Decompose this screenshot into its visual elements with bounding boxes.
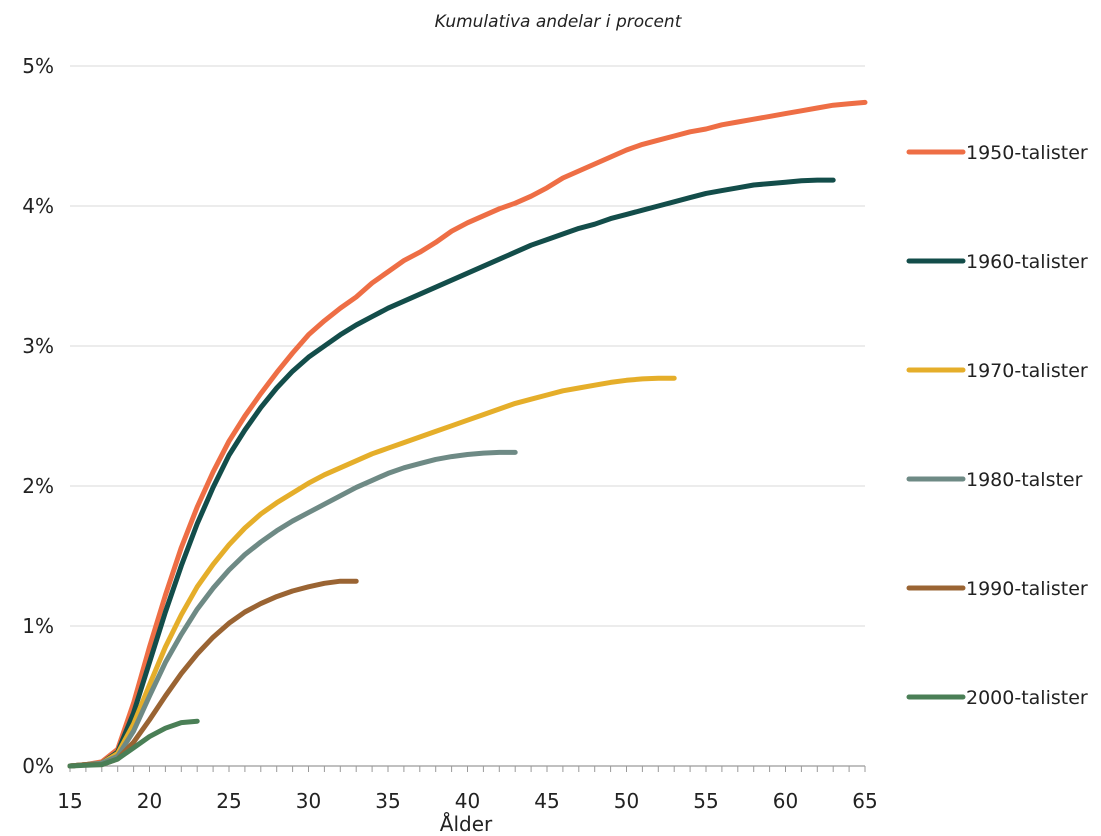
legend-label: 1980-talster: [966, 469, 1083, 491]
x-tick-label: 30: [296, 789, 321, 813]
legend-label: 1970-talister: [966, 360, 1088, 382]
x-tick-label: 45: [534, 789, 559, 813]
x-tick-label: 60: [773, 789, 798, 813]
legend-item: 2000-talister: [906, 687, 1088, 709]
y-tick-label: 4%: [22, 194, 54, 218]
series-line-2000-talister: [67, 718, 200, 769]
x-tick-label: 15: [57, 789, 82, 813]
legend-label: 2000-talister: [966, 687, 1088, 709]
y-tick-label: 3%: [22, 334, 54, 358]
x-tick-label: 65: [852, 789, 877, 813]
y-tick-label: 0%: [22, 754, 54, 778]
chart-title: Kumulativa andelar i procent: [435, 12, 683, 32]
legend: 1950-talister 1960-talister 1970-talister 1…: [906, 142, 1088, 709]
series-line-1950-talister: [67, 99, 868, 769]
x-tick-label: 20: [137, 789, 162, 813]
legend-label: 1960-talister: [966, 251, 1088, 273]
legend-item: 1960-talister: [906, 251, 1088, 273]
legend-item: 1950-talister: [906, 142, 1088, 164]
series-line-1970-talister: [67, 375, 677, 769]
x-tick-label: 50: [614, 789, 639, 813]
legend-item: 1980-talster: [906, 469, 1083, 491]
legend-label: 1990-talister: [966, 578, 1088, 600]
legend-label: 1950-talister: [966, 142, 1088, 164]
series-line-1990-talister: [67, 578, 359, 769]
x-tick-label: 55: [693, 789, 718, 813]
y-tick-label: 2%: [22, 474, 54, 498]
y-tick-label: 1%: [22, 614, 54, 638]
legend-item: 1970-talister: [906, 360, 1088, 382]
x-axis-title: Ålder: [440, 812, 493, 836]
series-lines: [67, 99, 868, 769]
x-tick-label: 35: [375, 789, 400, 813]
axes: 0% 1% 2% 3% 4% 5% 15 20 25 30 35 40 45 50 55 60 65: [22, 54, 877, 813]
series-line-1980-talster: [67, 449, 518, 769]
y-tick-label: 5%: [22, 54, 54, 78]
x-tick-label: 40: [455, 789, 480, 813]
series-line-1960-talister: [67, 177, 836, 769]
x-tick-label: 25: [216, 789, 241, 813]
legend-item: 1990-talister: [906, 578, 1088, 600]
gridlines: [70, 65, 865, 627]
